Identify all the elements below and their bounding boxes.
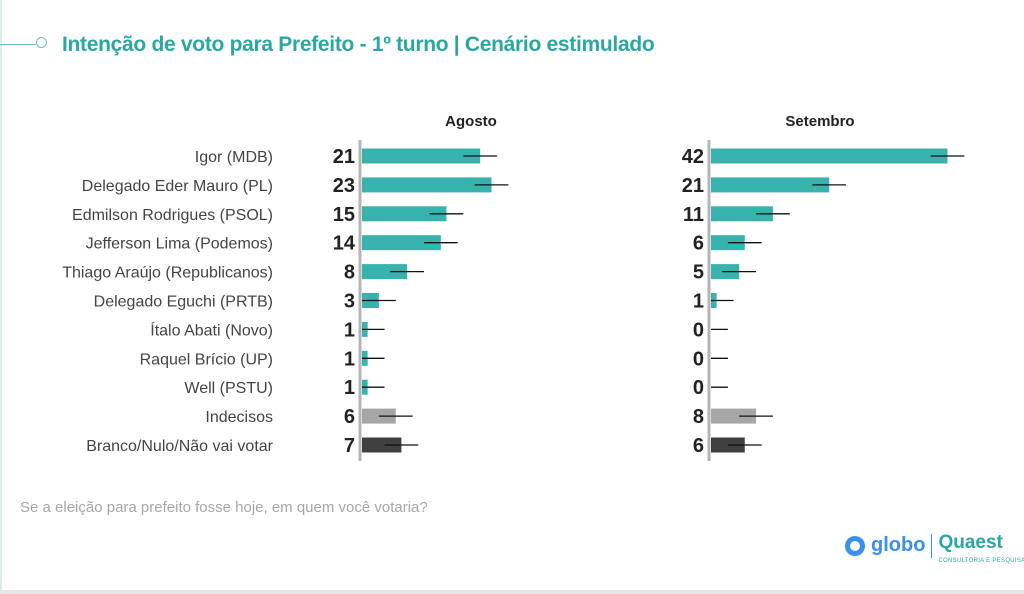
title-decoration-line bbox=[0, 44, 36, 45]
category-label: Well (PSTU) bbox=[184, 380, 273, 397]
data-label: 0 bbox=[693, 348, 704, 370]
series-header: Setembro bbox=[785, 113, 854, 130]
quaest-logo-text: Quaest bbox=[938, 532, 1003, 553]
data-label: 6 bbox=[693, 233, 704, 255]
bar bbox=[711, 177, 830, 193]
title-decoration-circle bbox=[36, 37, 47, 48]
data-label: 11 bbox=[683, 204, 704, 226]
data-label: 21 bbox=[682, 175, 704, 197]
data-label: 1 bbox=[693, 291, 704, 313]
bar bbox=[362, 437, 402, 453]
data-label: 5 bbox=[693, 262, 704, 284]
data-label: 6 bbox=[693, 435, 704, 457]
bar bbox=[362, 177, 492, 193]
category-label: Delegado Eder Mauro (PL) bbox=[82, 178, 273, 195]
data-label: 3 bbox=[344, 291, 355, 313]
logo-separator bbox=[931, 534, 933, 558]
category-label: Ítalo Abati (Novo) bbox=[150, 320, 273, 339]
category-label: Igor (MDB) bbox=[195, 149, 273, 166]
bar bbox=[711, 148, 948, 164]
data-label: 7 bbox=[344, 435, 355, 457]
quaest-logo: Quaest CONSULTORIA E PESQUISA bbox=[938, 532, 1024, 565]
category-label: Delegado Eguchi (PRTB) bbox=[94, 294, 273, 311]
category-label: Edmilson Rodrigues (PSOL) bbox=[72, 207, 273, 224]
globo-logo: globo bbox=[871, 534, 926, 556]
bar bbox=[362, 264, 408, 280]
series-header: Agosto bbox=[445, 113, 497, 130]
data-label: 8 bbox=[344, 262, 355, 284]
quaest-logo-subtitle: CONSULTORIA E PESQUISA bbox=[938, 558, 1024, 564]
data-label: 1 bbox=[344, 377, 355, 399]
data-label: 42 bbox=[682, 146, 704, 168]
bar bbox=[711, 408, 757, 424]
data-label: 6 bbox=[344, 406, 355, 428]
data-label: 0 bbox=[693, 377, 704, 399]
survey-question: Se a eleição para prefeito fosse hoje, e… bbox=[20, 499, 428, 516]
category-label: Indecisos bbox=[205, 409, 273, 426]
bottom-border bbox=[0, 590, 1024, 594]
data-label: 0 bbox=[693, 319, 704, 341]
data-label: 14 bbox=[333, 233, 356, 255]
bar bbox=[362, 148, 481, 164]
bar bbox=[711, 206, 773, 222]
category-label: Raquel Brício (UP) bbox=[140, 351, 273, 368]
category-label: Branco/Nulo/Não vai votar bbox=[86, 438, 273, 455]
left-border bbox=[0, 0, 2, 594]
data-label: 1 bbox=[344, 348, 355, 370]
data-label: 15 bbox=[333, 204, 355, 226]
logos: globo Quaest CONSULTORIA E PESQUISA bbox=[845, 532, 1024, 565]
data-label: 21 bbox=[333, 146, 355, 168]
category-label: Jefferson Lima (Podemos) bbox=[86, 236, 273, 253]
globo-logo-icon bbox=[845, 536, 865, 556]
bar bbox=[362, 235, 441, 251]
data-label: 1 bbox=[344, 319, 355, 341]
data-label: 23 bbox=[333, 175, 355, 197]
data-label: 8 bbox=[693, 406, 704, 428]
chart-title: Intenção de voto para Prefeito - 1º turn… bbox=[62, 33, 655, 56]
category-label: Thiago Araújo (Republicanos) bbox=[62, 265, 273, 282]
bar bbox=[362, 206, 447, 222]
